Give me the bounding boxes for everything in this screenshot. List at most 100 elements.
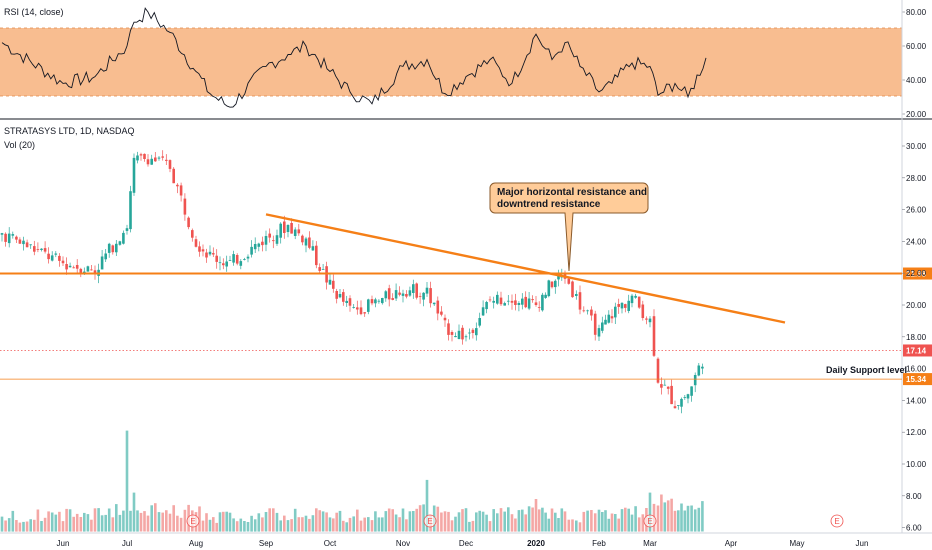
candle-body (47, 253, 50, 260)
candle-body (485, 302, 488, 310)
candle-body (648, 318, 652, 323)
candle-body (614, 306, 617, 318)
candle-body (363, 312, 366, 314)
volume-bar (614, 514, 617, 532)
candle-body (187, 217, 190, 228)
candle-body (194, 239, 198, 247)
candle-body (179, 185, 183, 196)
candle-body (597, 328, 601, 337)
candle-body (68, 265, 72, 268)
volume-bar (129, 510, 132, 532)
candle-body (578, 292, 582, 310)
volume-bar (593, 513, 597, 532)
volume-bar (352, 516, 355, 532)
candle-body (680, 398, 683, 407)
candle-body (33, 246, 36, 252)
downtrend-line (265, 213, 786, 324)
volume-bar (332, 518, 335, 532)
candle-body (541, 294, 544, 311)
volume-bar (560, 508, 564, 532)
volume-bar (531, 507, 534, 532)
volume-bar (43, 517, 47, 532)
candle-body (115, 243, 118, 253)
volume-bar (503, 511, 506, 532)
volume-bar (677, 510, 680, 532)
price-tick-label: 12.00 (906, 428, 927, 437)
candle-body (499, 297, 503, 305)
volume-bar (290, 519, 293, 532)
volume-bar (475, 512, 478, 532)
volume-bar (641, 514, 645, 532)
volume-bar (496, 513, 499, 532)
candle-body (697, 365, 701, 376)
volume-bar (205, 513, 208, 532)
volume-bar (468, 521, 471, 532)
candle-body (496, 294, 499, 304)
candle-body (503, 303, 506, 306)
volume-bar (524, 514, 527, 532)
volume-bar (4, 520, 7, 532)
volume-bar (18, 522, 22, 532)
candle-body (218, 262, 222, 264)
volume-bar (0, 516, 4, 532)
volume-bar (54, 514, 58, 532)
volume-bar (690, 505, 693, 532)
resistance-badge-label: 21.98 (906, 270, 927, 279)
candle-body (157, 157, 161, 159)
volume-bar (25, 521, 29, 532)
candle-body (686, 394, 690, 399)
vol-title: Vol (20) (4, 140, 35, 150)
earnings-marker[interactable] (186, 514, 200, 528)
volume-bar (464, 508, 468, 532)
candle-body (517, 303, 521, 305)
trendline-group (265, 213, 786, 324)
candle-body (425, 287, 429, 294)
resistance-badge (903, 267, 932, 280)
candle-body (100, 256, 104, 270)
price-tick-label: 26.00 (906, 206, 927, 215)
candle-body (492, 300, 495, 303)
candle-body (129, 191, 132, 230)
volume-bar (272, 508, 275, 532)
volume-bar (405, 519, 408, 532)
volume-bar (554, 512, 557, 532)
volume-bar (275, 512, 279, 532)
earnings-marker[interactable] (643, 514, 657, 528)
volume-bar (104, 514, 107, 532)
volume-bar (198, 506, 201, 532)
volume-bar (624, 507, 627, 532)
candle-body (432, 302, 436, 305)
volume-bar (408, 511, 412, 532)
candle-body (261, 241, 264, 246)
candle-body (391, 298, 394, 300)
volume-bar (75, 513, 79, 532)
candle-body (342, 292, 345, 302)
candles (0, 150, 704, 414)
volume-bar (179, 517, 183, 532)
volume-bar (550, 508, 554, 532)
earnings-marker-label: E (190, 517, 195, 526)
candle-body (478, 318, 481, 326)
candle-body (318, 267, 321, 271)
volume-bar (29, 519, 32, 532)
time-tick-label: Oct (324, 539, 337, 548)
candle-body (627, 300, 630, 311)
volume-bar (222, 511, 225, 532)
volume-bar (107, 508, 111, 532)
volume-bar (660, 494, 663, 532)
candle-body (198, 246, 201, 252)
volume-bar (118, 514, 122, 532)
volume-bar (422, 504, 425, 532)
candle-body (377, 300, 381, 302)
volume-bar (235, 521, 239, 532)
volume-bar (534, 499, 538, 532)
earnings-marker[interactable] (830, 514, 844, 528)
candle-body (36, 249, 40, 250)
candle-body (301, 235, 304, 243)
volume-bar (47, 511, 50, 532)
candle-body (11, 234, 15, 236)
volume-bar (391, 509, 394, 532)
earnings-marker[interactable] (423, 514, 437, 528)
price-tick-label: 6.00 (906, 524, 922, 533)
volume-bar (648, 492, 652, 532)
